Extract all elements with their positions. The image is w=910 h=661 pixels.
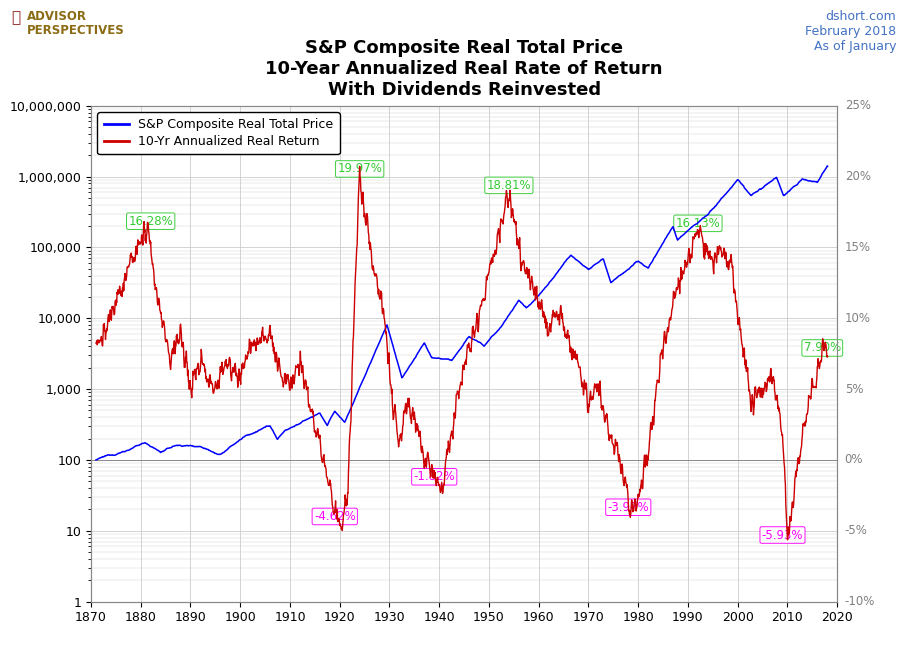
Text: 16.28%: 16.28% — [128, 215, 173, 227]
Text: 25%: 25% — [844, 99, 871, 112]
Text: 19.97%: 19.97% — [338, 163, 382, 175]
Text: As of January: As of January — [814, 40, 896, 54]
Text: February 2018: February 2018 — [805, 25, 896, 38]
Text: -5.93%: -5.93% — [762, 529, 804, 541]
Text: Ⓚ: Ⓚ — [11, 10, 20, 25]
Text: -5%: -5% — [844, 524, 867, 537]
Legend: S&P Composite Real Total Price, 10-Yr Annualized Real Return: S&P Composite Real Total Price, 10-Yr An… — [97, 112, 339, 154]
Text: 18.81%: 18.81% — [487, 179, 531, 192]
Text: 10%: 10% — [844, 312, 871, 325]
Title: S&P Composite Real Total Price
10-Year Annualized Real Rate of Return
With Divid: S&P Composite Real Total Price 10-Year A… — [266, 39, 662, 98]
Text: 0%: 0% — [844, 453, 864, 467]
Text: -1.82%: -1.82% — [413, 470, 455, 483]
Text: -3.97%: -3.97% — [608, 501, 649, 514]
Text: ADVISOR: ADVISOR — [27, 10, 87, 23]
Text: 5%: 5% — [844, 383, 864, 395]
Text: 16.13%: 16.13% — [675, 217, 721, 230]
Text: -10%: -10% — [844, 595, 875, 608]
Text: 15%: 15% — [844, 241, 871, 254]
Text: dshort.com: dshort.com — [825, 10, 896, 23]
Text: 7.90%: 7.90% — [804, 342, 841, 354]
Text: -4.62%: -4.62% — [314, 510, 356, 523]
Text: PERSPECTIVES: PERSPECTIVES — [27, 24, 125, 38]
Text: 20%: 20% — [844, 170, 871, 183]
